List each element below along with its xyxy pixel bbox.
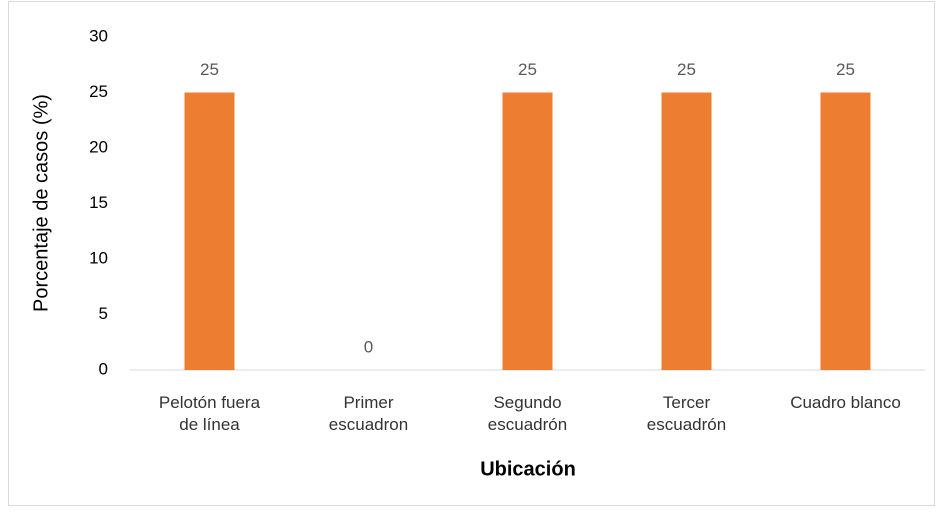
x-axis-title: Ubicación <box>480 458 576 480</box>
x-tick-label: Tercer escuadrón <box>646 393 727 434</box>
bar <box>502 92 553 370</box>
x-tick-label: Pelotón fuera de línea <box>158 393 261 434</box>
bar <box>820 92 871 370</box>
y-tick-label: 5 <box>99 304 108 323</box>
y-tick-label: 0 <box>99 359 108 378</box>
y-tick-label: 20 <box>89 137 108 156</box>
y-tick-label: 30 <box>89 26 108 45</box>
y-axis-title: Porcentaje de casos (%) <box>30 94 52 312</box>
x-tick-label: Cuadro blanco <box>790 393 901 412</box>
x-tick-label: Primer escuadron <box>328 393 409 434</box>
bar <box>661 92 712 370</box>
y-tick-label: 10 <box>89 248 108 267</box>
y-tick-label: 25 <box>89 82 108 101</box>
y-tick-label: 15 <box>89 193 108 212</box>
data-label: 25 <box>677 60 696 79</box>
data-label: 25 <box>836 60 855 79</box>
data-label: 25 <box>200 60 219 79</box>
data-label: 0 <box>364 337 373 356</box>
data-label: 25 <box>518 60 537 79</box>
bar <box>184 92 235 370</box>
x-tick-label: Segundo escuadrón <box>487 393 568 434</box>
chart-border <box>8 1 935 506</box>
